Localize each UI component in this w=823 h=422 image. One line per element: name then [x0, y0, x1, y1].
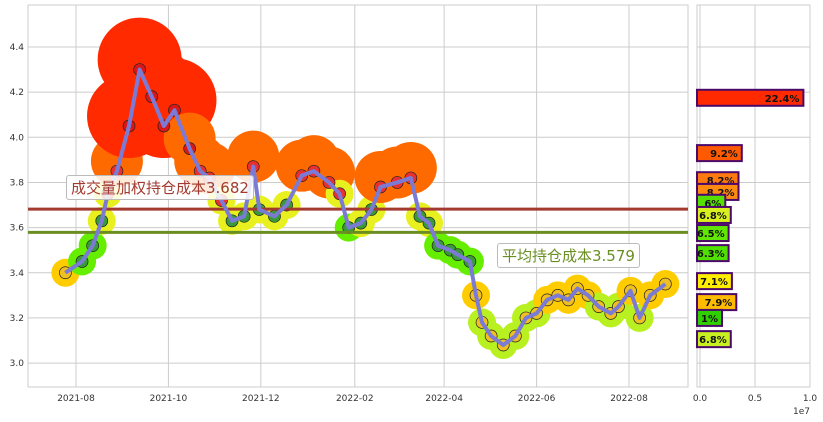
- y-tick-label: 4.0: [10, 133, 25, 143]
- x-tick-label: 2021-08: [57, 394, 95, 404]
- volume-bar: [696, 224, 730, 243]
- volume-bar-label: 6.8%: [699, 335, 727, 346]
- price-line: [64, 67, 667, 348]
- volume-bar: [696, 308, 723, 327]
- y-tick-label: 3.8: [10, 178, 25, 188]
- y-tick-label: 3.0: [10, 359, 25, 369]
- x-tick-label: 2022-04: [425, 394, 463, 404]
- weighted-cost-label: 成交量加权持仓成本3.682: [66, 175, 254, 200]
- x-tick-label: 2022-02: [336, 394, 374, 404]
- bar-x-tick-label: 0.0: [693, 394, 708, 404]
- volume-bar-label: 7.9%: [705, 298, 733, 309]
- x-tick-label: 2022-06: [518, 394, 556, 404]
- volume-bar: [696, 330, 732, 349]
- y-tick-label: 3.4: [10, 269, 25, 279]
- volume-bar-label: 6.8%: [699, 211, 727, 222]
- volume-bar: [696, 88, 805, 107]
- volume-bar-label: 8.2%: [707, 176, 735, 187]
- x-tick-label: 2021-10: [150, 394, 188, 404]
- volume-bar-label: 6.5%: [697, 229, 725, 240]
- volume-bar-label: 1%: [701, 314, 718, 325]
- volume-bar-label: 8.2%: [707, 188, 735, 199]
- volume-bar: [696, 272, 733, 291]
- y-tick-label: 4.2: [10, 88, 24, 98]
- average-cost-label: 平均持仓成本3.579: [497, 243, 640, 268]
- volume-bar-label: 6.3%: [697, 249, 725, 260]
- marker-blob: [227, 130, 280, 183]
- y-tick-label: 3.6: [10, 224, 25, 234]
- volume-bar-label: 9.2%: [710, 149, 738, 160]
- volume-bar: [696, 205, 732, 224]
- bar-x-tick-label: 0.5: [748, 394, 762, 404]
- bar-offset-label: 1e7: [793, 407, 810, 417]
- volume-bar: [696, 144, 743, 163]
- x-tick-label: 2022-08: [610, 394, 648, 404]
- y-tick-label: 4.4: [10, 43, 25, 53]
- bar-x-tick-label: 1.0: [803, 394, 818, 404]
- x-tick-label: 2021-12: [242, 394, 280, 404]
- volume-bar-label: 22.4%: [765, 94, 800, 105]
- volume-bar: [696, 244, 730, 263]
- y-tick-label: 3.2: [10, 314, 24, 324]
- volume-bar-label: 7.1%: [700, 277, 728, 288]
- volume-bar-label: 6%: [704, 199, 721, 210]
